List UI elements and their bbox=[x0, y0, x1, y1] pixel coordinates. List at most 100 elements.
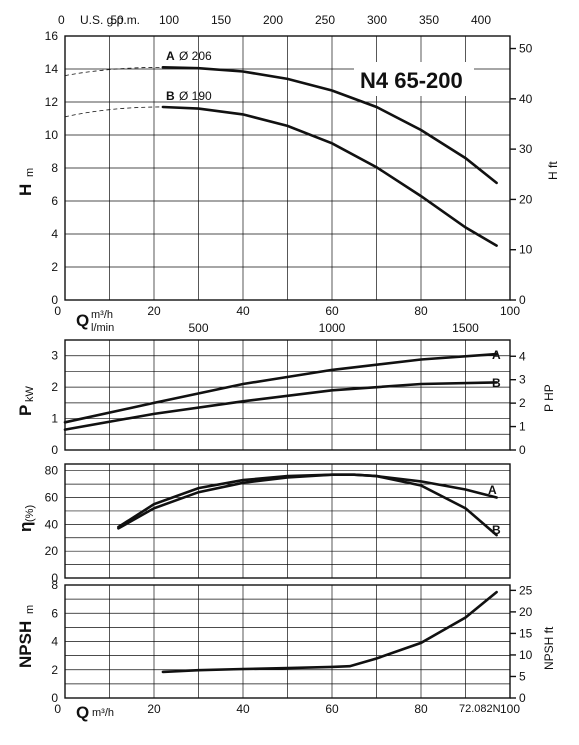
figure-code: 72.082N bbox=[459, 703, 501, 715]
top-axis-label: U.S. g.p.m. bbox=[80, 13, 140, 27]
top-tick-label: 50 bbox=[110, 13, 124, 27]
y-axis-label: P bbox=[16, 405, 35, 416]
series-diameter-B: Ø 190 bbox=[179, 89, 212, 103]
y-right-tick-label: 50 bbox=[519, 42, 533, 56]
curve-efficiency-B bbox=[117, 473, 498, 537]
y-tick-label: 1 bbox=[51, 412, 58, 426]
y-right-tick-label: 0 bbox=[519, 691, 526, 705]
top-tick-label: 250 bbox=[315, 13, 335, 27]
y-axis-label: H bbox=[16, 184, 35, 196]
y-axis-unit: (%) bbox=[24, 505, 36, 522]
panel-frame-head bbox=[64, 35, 511, 301]
y-tick-label: 2 bbox=[51, 380, 58, 394]
y-right-tick-label: 10 bbox=[519, 648, 533, 662]
y-tick-label: 6 bbox=[51, 606, 58, 620]
y-tick-label: 4 bbox=[51, 635, 58, 649]
title-box: N4 65-200 bbox=[354, 62, 474, 96]
curve-head-A bbox=[161, 66, 498, 185]
series-label-B: B bbox=[492, 376, 501, 390]
curve-power-B bbox=[63, 381, 498, 431]
curve-head-B-extrapolation bbox=[64, 106, 163, 118]
y-tick-label: 8 bbox=[51, 578, 58, 592]
top-tick-label: 0 bbox=[58, 13, 65, 27]
y-tick-label: 14 bbox=[45, 62, 59, 76]
y-right-tick-label: 5 bbox=[519, 669, 526, 683]
y-tick-label: 3 bbox=[51, 349, 58, 363]
y-tick-label: 60 bbox=[45, 491, 59, 505]
x-tick-label: 80 bbox=[414, 702, 428, 716]
grid-layer bbox=[64, 35, 516, 699]
y-tick-label: 8 bbox=[51, 161, 58, 175]
y-tick-label: 2 bbox=[51, 663, 58, 677]
series-label-B: B bbox=[492, 523, 501, 537]
y-tick-label: 12 bbox=[45, 95, 59, 109]
y-axis-label: NPSH bbox=[16, 621, 35, 668]
x-tick-label: 40 bbox=[236, 304, 250, 318]
top-tick-label: 350 bbox=[419, 13, 439, 27]
y-right-axis-label: H ft bbox=[546, 161, 560, 180]
series-label-B: B bbox=[166, 89, 175, 103]
x-alt-tick-label: 1000 bbox=[319, 321, 346, 335]
x-axis-unit: m³/h bbox=[92, 707, 114, 719]
y-right-tick-label: 25 bbox=[519, 583, 533, 597]
series-label-A: A bbox=[166, 49, 175, 63]
y-axis-label: η bbox=[16, 522, 35, 532]
y-tick-label: 10 bbox=[45, 128, 59, 142]
panel-frame-efficiency bbox=[64, 463, 511, 579]
y-right-tick-label: 20 bbox=[519, 605, 533, 619]
y-tick-label: 4 bbox=[51, 227, 58, 241]
y-right-tick-label: 40 bbox=[519, 92, 533, 106]
y-right-tick-label: 4 bbox=[519, 349, 526, 363]
series-label-A: A bbox=[488, 483, 497, 497]
series-diameter-A: Ø 206 bbox=[179, 49, 212, 63]
top-tick-label: 400 bbox=[471, 13, 491, 27]
panel-frame-power bbox=[64, 339, 511, 451]
curves-layer bbox=[63, 66, 498, 674]
y-tick-label: 80 bbox=[45, 464, 59, 478]
series-label-A: A bbox=[492, 348, 501, 362]
panel-frame-npsh bbox=[64, 584, 511, 699]
x-alt-tick-label: 1500 bbox=[452, 321, 479, 335]
y-right-tick-label: 0 bbox=[519, 293, 526, 307]
x-axis-alt-unit: l/min bbox=[91, 322, 114, 334]
x-axis-label: Q bbox=[76, 311, 89, 330]
y-tick-label: 6 bbox=[51, 194, 58, 208]
y-axis-unit: kW bbox=[24, 386, 36, 403]
y-right-axis-label: P HP bbox=[542, 384, 556, 412]
x-tick-label: 0 bbox=[54, 304, 61, 318]
x-tick-label: 40 bbox=[236, 702, 250, 716]
curve-head-A-extrapolation bbox=[64, 66, 163, 76]
y-right-tick-label: 20 bbox=[519, 192, 533, 206]
top-tick-label: 300 bbox=[367, 13, 387, 27]
y-right-tick-label: 3 bbox=[519, 373, 526, 387]
x-axis-label: Q bbox=[76, 703, 89, 722]
top-tick-label: 150 bbox=[211, 13, 231, 27]
y-tick-label: 40 bbox=[45, 517, 59, 531]
y-right-axis-label: NPSH ft bbox=[542, 626, 556, 670]
y-tick-label: 16 bbox=[45, 29, 59, 43]
y-tick-label: 2 bbox=[51, 260, 58, 274]
x-tick-label: 60 bbox=[325, 304, 339, 318]
x-tick-label: 20 bbox=[147, 702, 161, 716]
y-right-tick-label: 10 bbox=[519, 243, 533, 257]
y-tick-label: 0 bbox=[51, 443, 58, 457]
y-right-tick-label: 15 bbox=[519, 626, 533, 640]
labels-layer: 0 U.S. g.p.m.50 100 150 200 250 300 350 40002468… bbox=[16, 13, 560, 722]
y-tick-label: 20 bbox=[45, 544, 59, 558]
x-tick-label: 80 bbox=[414, 304, 428, 318]
y-right-tick-label: 30 bbox=[519, 142, 533, 156]
x-axis-unit: m³/h bbox=[91, 309, 113, 321]
chart-title: N4 65-200 bbox=[360, 68, 463, 93]
x-tick-label: 0 bbox=[54, 702, 61, 716]
y-tick-label: 0 bbox=[51, 571, 58, 585]
x-tick-label: 60 bbox=[325, 702, 339, 716]
x-alt-tick-label: 500 bbox=[188, 321, 208, 335]
y-axis-unit: m bbox=[24, 168, 36, 177]
curve-power-A bbox=[63, 352, 498, 424]
y-right-tick-label: 1 bbox=[519, 420, 526, 434]
y-right-tick-label: 0 bbox=[519, 443, 526, 457]
y-right-tick-label: 2 bbox=[519, 396, 526, 410]
y-tick-label: 0 bbox=[51, 691, 58, 705]
x-tick-label: 100 bbox=[500, 702, 520, 716]
